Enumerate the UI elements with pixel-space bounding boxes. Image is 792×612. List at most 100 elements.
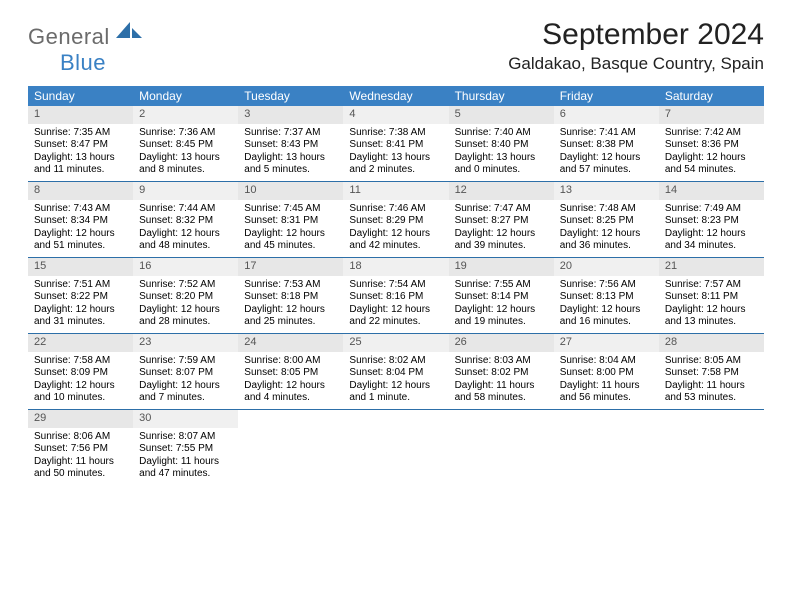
info-line: Sunrise: 7:41 AM [560,127,653,140]
day-number: 22 [28,334,133,352]
info-line: Sunrise: 8:00 AM [244,355,337,368]
info-line: and 0 minutes. [455,164,548,177]
day-number: 16 [133,258,238,276]
day-number: 19 [449,258,554,276]
page-title: September 2024 [508,18,764,52]
day-number: 9 [133,182,238,200]
info-line: Daylight: 12 hours [560,304,653,317]
info-line: Daylight: 12 hours [139,228,232,241]
info-line: Sunset: 8:20 PM [139,291,232,304]
day-number: 17 [238,258,343,276]
empty-cell: . [238,410,343,486]
day-cell: 12 Sunrise: 7:47 AMSunset: 8:27 PMDayligh… [449,182,554,257]
day-cell: 11Sunrise: 7:46 AMSunset: 8:29 PMDayligh… [343,182,448,257]
info-line: Sunrise: 7:59 AM [139,355,232,368]
day-number: 20 [554,258,659,276]
day-cell: 9Sunrise: 7:44 AMSunset: 8:32 PMDaylight… [133,182,238,257]
day-cell: 22 Sunrise: 7:58 AMSunset: 8:09 PMDayligh… [28,334,133,409]
info-line: Sunset: 8:29 PM [349,215,442,228]
day-info: Sunrise: 7:58 AMSunset: 8:09 PMDaylight:… [34,355,127,405]
day-info: Sunrise: 7:55 AMSunset: 8:14 PMDaylight:… [455,279,548,329]
day-cell: 8Sunrise: 7:43 AMSunset: 8:34 PMDaylight… [28,182,133,257]
day-info: Sunrise: 7:47 AMSunset: 8:27 PMDaylight:… [455,203,548,253]
info-line: Daylight: 12 hours [139,304,232,317]
day-cell: 23Sunrise: 7:59 AMSunset: 8:07 PMDayligh… [133,334,238,409]
day-number: 2 [133,106,238,124]
day-cell: 26Sunrise: 8:03 AMSunset: 8:02 PMDayligh… [449,334,554,409]
info-line: and 39 minutes. [455,240,548,253]
dow-monday: Monday [133,86,238,106]
day-number: 14 [659,182,764,200]
info-line: Sunset: 8:18 PM [244,291,337,304]
info-line: Daylight: 12 hours [349,380,442,393]
day-info: Sunrise: 7:54 AMSunset: 8:16 PMDaylight:… [349,279,442,329]
day-info: Sunrise: 8:02 AMSunset: 8:04 PMDaylight:… [349,355,442,405]
info-line: Daylight: 11 hours [665,380,758,393]
info-line: and 57 minutes. [560,164,653,177]
info-line: Daylight: 12 hours [455,304,548,317]
info-line: Sunrise: 7:55 AM [455,279,548,292]
info-line: Sunset: 8:02 PM [455,367,548,380]
info-line: and 25 minutes. [244,316,337,329]
day-cell: 1 Sunrise: 7:35 AMSunset: 8:47 PMDaylight… [28,106,133,181]
info-line: Daylight: 13 hours [349,152,442,165]
day-cell: 13 Sunrise: 7:48 AMSunset: 8:25 PMDayligh… [554,182,659,257]
day-number: 13 [554,182,659,200]
day-number: 29 [28,410,133,428]
info-line: and 1 minute. [349,392,442,405]
info-line: Daylight: 12 hours [665,304,758,317]
day-of-week-row: SundayMondayTuesdayWednesdayThursdayFrid… [28,86,764,106]
day-info: Sunrise: 7:53 AMSunset: 8:18 PMDaylight:… [244,279,337,329]
day-cell: 15Sunrise: 7:51 AMSunset: 8:22 PMDayligh… [28,258,133,333]
info-line: Sunrise: 7:46 AM [349,203,442,216]
day-number: 12 [449,182,554,200]
dow-saturday: Saturday [659,86,764,106]
info-line: Sunset: 8:31 PM [244,215,337,228]
day-info: Sunrise: 7:48 AMSunset: 8:25 PMDaylight:… [560,203,653,253]
day-info: Sunrise: 7:56 AMSunset: 8:13 PMDaylight:… [560,279,653,329]
info-line: Sunrise: 7:54 AM [349,279,442,292]
day-info: Sunrise: 8:00 AMSunset: 8:05 PMDaylight:… [244,355,337,405]
day-cell: 27Sunrise: 8:04 AMSunset: 8:00 PMDayligh… [554,334,659,409]
info-line: and 11 minutes. [34,164,127,177]
empty-cell: . [659,410,764,486]
brand-logo: General Blue [28,18,142,76]
info-line: Sunset: 8:41 PM [349,139,442,152]
info-line: Sunrise: 7:42 AM [665,127,758,140]
info-line: and 58 minutes. [455,392,548,405]
info-line: Daylight: 13 hours [139,152,232,165]
empty-cell: . [554,410,659,486]
info-line: and 4 minutes. [244,392,337,405]
info-line: Daylight: 12 hours [244,304,337,317]
day-number: 30 [133,410,238,428]
day-cell: 6Sunrise: 7:41 AMSunset: 8:38 PMDaylight… [554,106,659,181]
day-cell: 25Sunrise: 8:02 AMSunset: 8:04 PMDayligh… [343,334,448,409]
day-info: Sunrise: 7:36 AMSunset: 8:45 PMDaylight:… [139,127,232,177]
day-info: Sunrise: 7:52 AMSunset: 8:20 PMDaylight:… [139,279,232,329]
info-line: and 31 minutes. [34,316,127,329]
info-line: and 47 minutes. [139,468,232,481]
info-line: and 16 minutes. [560,316,653,329]
info-line: Sunrise: 7:37 AM [244,127,337,140]
info-line: Daylight: 12 hours [455,228,548,241]
day-number: 6 [554,106,659,124]
info-line: and 7 minutes. [139,392,232,405]
day-cell: 28Sunrise: 8:05 AMSunset: 7:58 PMDayligh… [659,334,764,409]
info-line: Sunset: 8:14 PM [455,291,548,304]
brand-blue: Blue [28,50,106,75]
info-line: Sunset: 8:07 PM [139,367,232,380]
day-number: 1 [28,106,133,124]
info-line: Sunset: 7:58 PM [665,367,758,380]
info-line: and 53 minutes. [665,392,758,405]
day-info: Sunrise: 7:35 AMSunset: 8:47 PMDaylight:… [34,127,127,177]
day-number: 23 [133,334,238,352]
info-line: Sunrise: 8:02 AM [349,355,442,368]
info-line: Sunrise: 7:49 AM [665,203,758,216]
info-line: Daylight: 11 hours [455,380,548,393]
info-line: Daylight: 12 hours [34,228,127,241]
day-cell: 29Sunrise: 8:06 AMSunset: 7:56 PMDayligh… [28,410,133,486]
info-line: Sunset: 8:40 PM [455,139,548,152]
info-line: Sunrise: 7:52 AM [139,279,232,292]
info-line: and 19 minutes. [455,316,548,329]
header: General Blue September 2024 Galdakao, Ba… [28,18,764,76]
